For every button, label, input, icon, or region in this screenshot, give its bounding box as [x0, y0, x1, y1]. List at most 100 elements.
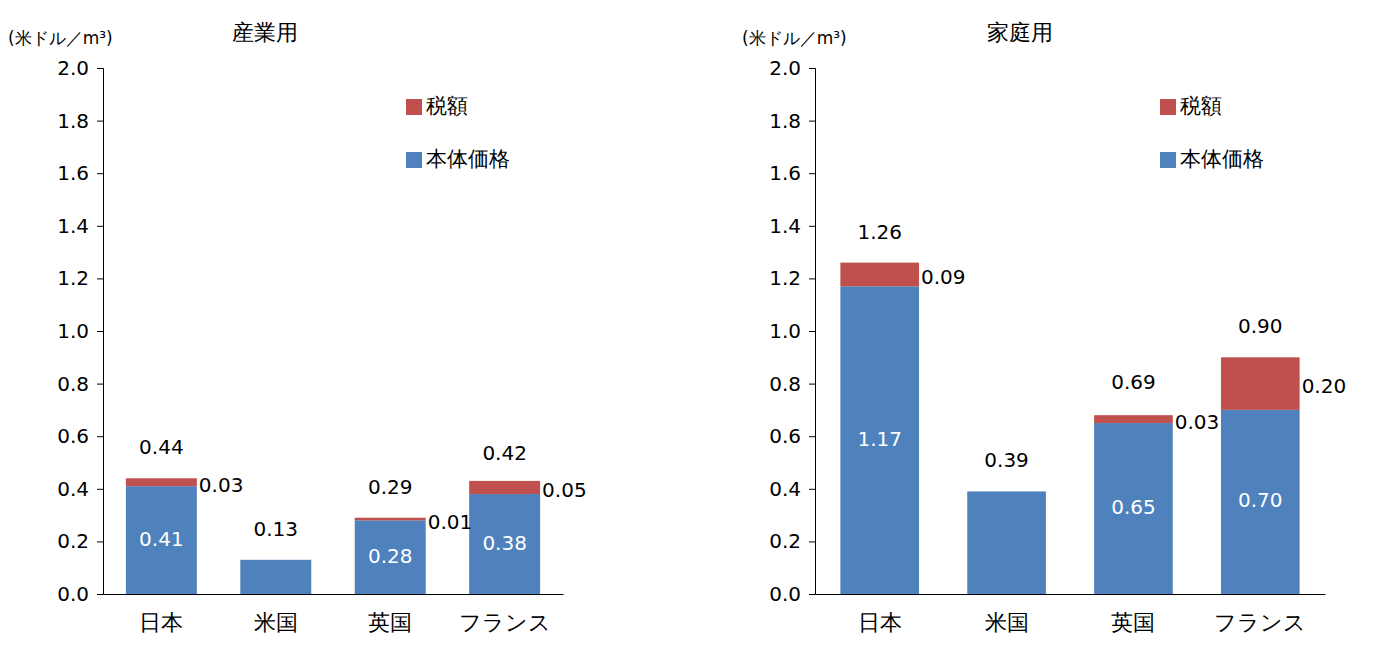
y-tick-mark — [809, 68, 815, 69]
x-tick-label: フランス — [459, 610, 551, 635]
segment-label: 1.17 — [857, 427, 902, 451]
total-label: 0.42 — [482, 441, 527, 465]
x-axis-line — [816, 594, 1326, 595]
y-tick-label: 1.0 — [57, 319, 89, 343]
y-tick-label: 1.6 — [769, 161, 801, 185]
y-tick-label: 1.2 — [769, 266, 801, 290]
total-label: 0.69 — [1111, 370, 1156, 394]
y-tick-mark — [97, 384, 103, 385]
segment-label: 0.70 — [1238, 488, 1283, 512]
y-tick-mark — [97, 121, 103, 122]
total-label: 0.39 — [984, 448, 1029, 472]
y-tick: 0.0 — [769, 582, 815, 606]
axis-unit: (米ドル／m³) — [8, 28, 113, 48]
y-tick-label: 0.6 — [57, 424, 89, 448]
bar-segment — [967, 491, 1046, 594]
total-label: 0.44 — [139, 435, 184, 459]
bar-segment — [469, 481, 540, 494]
x-tick: 英国 — [368, 594, 412, 635]
y-tick-mark — [809, 436, 815, 437]
y-tick-label: 2.0 — [769, 56, 801, 80]
data-labels: 1.17 0.65 0.70 0.09 0.03 0.20 1.26 0.39 0.69 0.90 — [857, 220, 1346, 519]
y-tick-label: 1.8 — [769, 109, 801, 133]
y-tick-label: 0.0 — [57, 582, 89, 606]
page: (米ドル／m³)産業用0.410.280.380.030.010.050.440… — [0, 0, 1380, 650]
x-tick: 日本 — [139, 594, 183, 635]
x-tick: 英国 — [1111, 594, 1155, 635]
legend-swatch — [1160, 152, 1176, 168]
segment-label: 0.41 — [139, 527, 184, 551]
y-tick: 1.6 — [57, 161, 103, 185]
y-tick-label: 1.4 — [57, 214, 89, 238]
x-axis-line — [104, 594, 564, 595]
bar-segment — [355, 518, 426, 521]
segment-label: 0.20 — [1302, 374, 1347, 398]
y-tick: 0.8 — [769, 372, 815, 396]
segment-label: 0.03 — [199, 473, 244, 497]
y-tick: 0.2 — [769, 529, 815, 553]
y-tick: 1.6 — [769, 161, 815, 185]
chart: (米ドル／m³)産業用0.410.280.380.030.010.050.440… — [8, 20, 587, 635]
y-tick-mark — [97, 594, 103, 595]
y-tick: 0.6 — [57, 424, 103, 448]
y-axis-line — [97, 69, 104, 595]
y-tick-label: 0.0 — [769, 582, 801, 606]
y-tick-mark — [97, 68, 103, 69]
y-tick: 0.2 — [57, 529, 103, 553]
axis-unit: (米ドル／m³) — [742, 28, 847, 48]
y-tick: 0.4 — [57, 477, 103, 501]
total-label: 1.26 — [857, 220, 902, 244]
y-tick-label: 1.2 — [57, 266, 89, 290]
y-tick-label: 0.2 — [57, 529, 89, 553]
y-tick: 0.8 — [57, 372, 103, 396]
bars — [840, 263, 1299, 594]
x-tick-label: 米国 — [254, 610, 298, 635]
total-label: 0.13 — [254, 517, 299, 541]
y-tick-label: 0.4 — [769, 477, 801, 501]
y-tick: 0.0 — [57, 582, 103, 606]
legend-label: 税額 — [426, 94, 468, 118]
y-tick: 1.4 — [769, 214, 815, 238]
y-tick-label: 0.8 — [769, 372, 801, 396]
x-tick-label: 英国 — [368, 610, 412, 635]
y-tick-label: 1.8 — [57, 109, 89, 133]
chart-title: 産業用 — [232, 20, 298, 45]
x-tick: フランス — [459, 594, 551, 635]
legend-swatch — [406, 99, 422, 115]
y-tick: 0.4 — [769, 477, 815, 501]
total-label: 0.90 — [1238, 314, 1283, 338]
segment-label: 0.03 — [1175, 410, 1220, 434]
segment-label: 0.01 — [428, 510, 473, 534]
bar-segment — [840, 286, 919, 594]
bar-segment — [1094, 423, 1173, 594]
y-axis: 0.00.20.40.60.81.01.21.41.61.82.0 — [57, 56, 103, 606]
x-tick: フランス — [1214, 594, 1306, 635]
segment-label: 0.65 — [1111, 495, 1156, 519]
segment-label: 0.09 — [921, 265, 966, 289]
y-axis-line — [809, 69, 816, 595]
legend-label: 税額 — [1180, 94, 1222, 118]
legend-swatch — [406, 152, 422, 168]
y-tick-label: 0.2 — [769, 529, 801, 553]
bar-segment — [126, 486, 197, 594]
legend: 税額本体価格 — [1160, 94, 1264, 171]
y-tick-label: 0.4 — [57, 477, 89, 501]
y-tick-label: 0.8 — [57, 372, 89, 396]
y-tick: 0.6 — [769, 424, 815, 448]
chart-title: 家庭用 — [987, 20, 1053, 45]
y-tick-mark — [97, 489, 103, 490]
y-tick-mark — [809, 489, 815, 490]
x-tick-label: 日本 — [139, 610, 183, 635]
bar-segment — [1094, 415, 1173, 423]
x-axis: 日本 米国 英国 フランス — [104, 594, 564, 635]
y-tick-mark — [809, 594, 815, 595]
y-tick-label: 0.6 — [769, 424, 801, 448]
y-tick-mark — [809, 541, 815, 542]
y-tick-mark — [97, 278, 103, 279]
x-tick: 米国 — [254, 594, 298, 635]
y-tick: 2.0 — [769, 56, 815, 80]
y-tick: 1.0 — [57, 319, 103, 343]
legend-swatch — [1160, 99, 1176, 115]
bar-segment — [355, 520, 426, 594]
y-tick-mark — [809, 331, 815, 332]
